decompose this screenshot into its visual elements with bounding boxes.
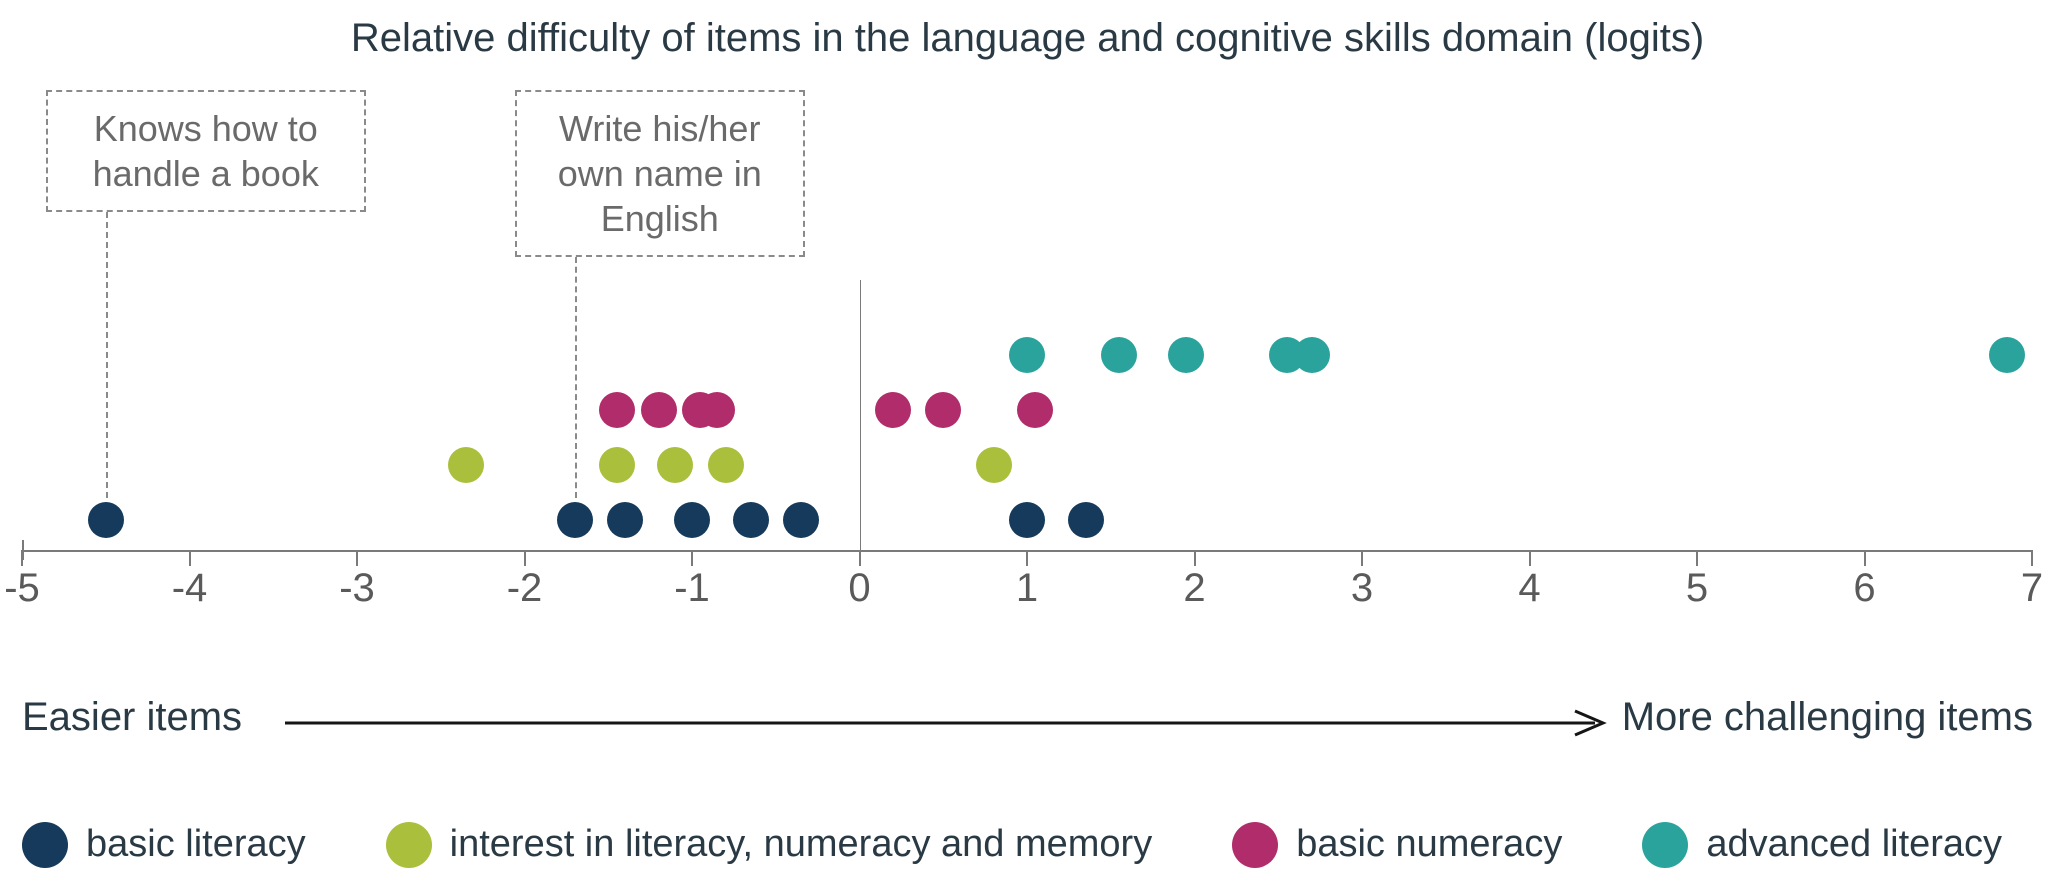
- legend-item-basic-literacy: basic literacy: [22, 822, 306, 868]
- legend-label: interest in literacy, numeracy and memor…: [450, 823, 1153, 867]
- data-point-basic_numeracy: [875, 392, 911, 428]
- legend-item-advanced-literacy: advanced literacy: [1642, 822, 2002, 868]
- legend-dot-icon: [1232, 822, 1278, 868]
- x-tick: [21, 550, 23, 566]
- x-tick: [859, 550, 861, 566]
- plot-area: -5-4-3-2-101234567Knows how to handle a …: [22, 90, 2032, 620]
- data-point-basic_literacy: [1068, 502, 1104, 538]
- chart-container: Relative difficulty of items in the lang…: [0, 0, 2055, 886]
- data-point-interest: [448, 447, 484, 483]
- chart-title: Relative difficulty of items in the lang…: [0, 16, 2055, 61]
- legend-label: basic numeracy: [1296, 823, 1562, 867]
- data-point-interest: [599, 447, 635, 483]
- legend-label: advanced literacy: [1706, 823, 2002, 867]
- x-tick-label: 4: [1518, 566, 1540, 611]
- legend-item-interest: interest in literacy, numeracy and memor…: [386, 822, 1153, 868]
- data-point-basic_numeracy: [599, 392, 635, 428]
- data-point-interest: [976, 447, 1012, 483]
- legend: basic literacy interest in literacy, num…: [22, 822, 2033, 868]
- x-tick: [1361, 550, 1363, 566]
- data-point-basic_numeracy: [1017, 392, 1053, 428]
- x-tick-label: -4: [172, 566, 208, 611]
- data-point-basic_literacy: [674, 502, 710, 538]
- data-point-basic_literacy: [607, 502, 643, 538]
- data-point-basic_literacy: [1009, 502, 1045, 538]
- data-point-advanced_literacy: [1294, 337, 1330, 373]
- x-tick-label: 5: [1686, 566, 1708, 611]
- legend-dot-icon: [386, 822, 432, 868]
- data-point-basic_literacy: [88, 502, 124, 538]
- data-point-interest: [657, 447, 693, 483]
- x-tick-label: 7: [2021, 566, 2043, 611]
- x-tick: [691, 550, 693, 566]
- data-point-basic_literacy: [783, 502, 819, 538]
- x-tick: [1529, 550, 1531, 566]
- data-point-interest: [708, 447, 744, 483]
- x-tick-label: -2: [507, 566, 543, 611]
- legend-dot-icon: [1642, 822, 1688, 868]
- direction-arrow: [285, 708, 1615, 738]
- data-point-basic_numeracy: [699, 392, 735, 428]
- callout-leader: [575, 257, 577, 498]
- data-point-basic_numeracy: [925, 392, 961, 428]
- x-tick: [1194, 550, 1196, 566]
- data-point-advanced_literacy: [1101, 337, 1137, 373]
- callout-box: Knows how to handle a book: [46, 90, 366, 212]
- x-tick-label: 3: [1351, 566, 1373, 611]
- x-tick: [189, 550, 191, 566]
- x-tick: [356, 550, 358, 566]
- x-tick: [524, 550, 526, 566]
- x-tick-label: 1: [1016, 566, 1038, 611]
- legend-dot-icon: [22, 822, 68, 868]
- data-point-advanced_literacy: [1168, 337, 1204, 373]
- x-tick-label: 0: [848, 566, 870, 611]
- x-tick-label: 6: [1853, 566, 1875, 611]
- x-tick-label: 2: [1183, 566, 1205, 611]
- data-point-advanced_literacy: [1989, 337, 2025, 373]
- direction-label-left: Easier items: [22, 695, 242, 740]
- x-tick: [1864, 550, 1866, 566]
- x-tick: [1696, 550, 1698, 566]
- callout-leader: [106, 212, 108, 498]
- callout-box: Write his/her own name in English: [515, 90, 805, 257]
- legend-label: basic literacy: [86, 823, 306, 867]
- data-point-advanced_literacy: [1009, 337, 1045, 373]
- x-tick-label: -1: [674, 566, 710, 611]
- data-point-basic_literacy: [733, 502, 769, 538]
- x-tick-label: -5: [4, 566, 40, 611]
- legend-item-basic-numeracy: basic numeracy: [1232, 822, 1562, 868]
- x-tick: [2031, 550, 2033, 566]
- data-point-basic_literacy: [557, 502, 593, 538]
- direction-label-right: More challenging items: [1622, 695, 2033, 740]
- zero-reference-line: [860, 280, 861, 550]
- x-tick: [1026, 550, 1028, 566]
- x-tick-label: -3: [339, 566, 375, 611]
- data-point-basic_numeracy: [641, 392, 677, 428]
